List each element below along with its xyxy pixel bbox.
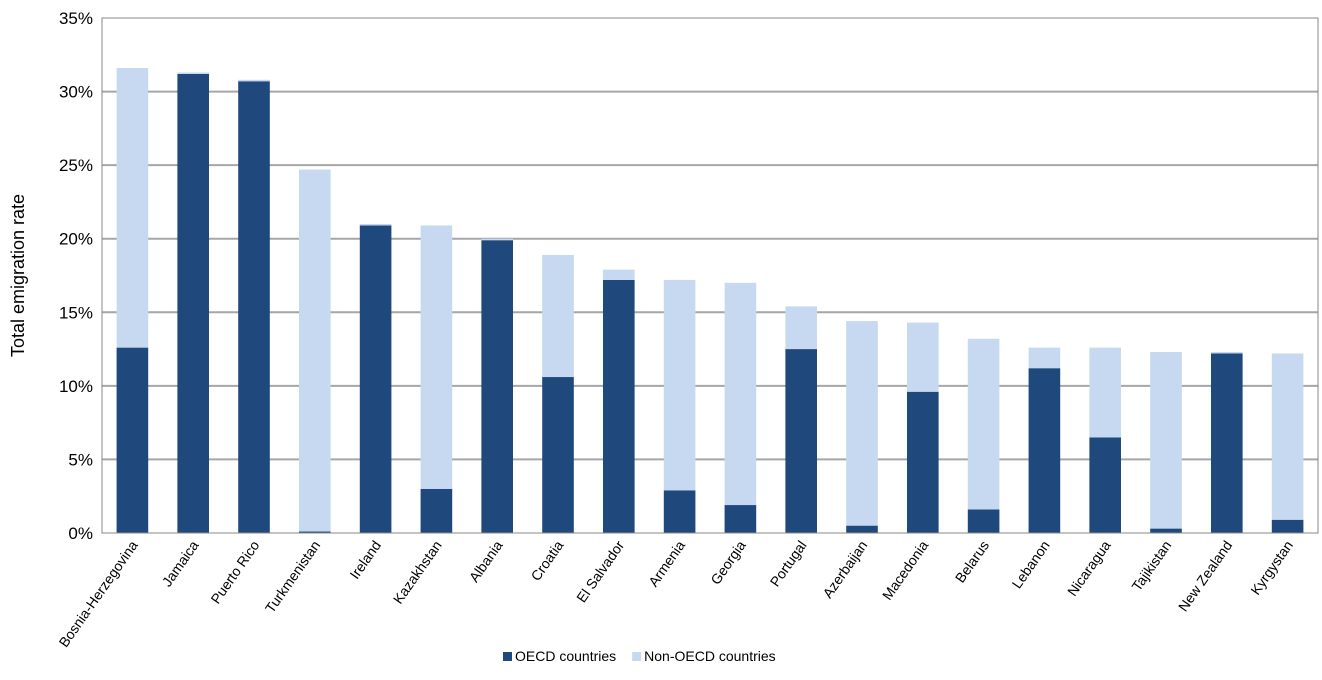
x-category-label: Georgia <box>707 537 749 587</box>
y-tick-label: 15% <box>59 303 93 322</box>
bar-segment-oecd <box>177 73 210 534</box>
legend-label: Non-OECD countries <box>644 648 776 664</box>
bar-segment-oecd <box>420 488 453 533</box>
bar-segment-oecd <box>1028 368 1061 533</box>
x-category-label: El Salvador <box>573 537 627 605</box>
bar-segment-non-oecd <box>177 72 210 74</box>
x-category-label: Jamaica <box>159 537 202 589</box>
bar-segment-oecd <box>1089 437 1122 533</box>
x-category-label: Albania <box>466 537 506 585</box>
bar-segment-oecd <box>906 391 939 533</box>
x-category-label: Ireland <box>346 538 384 582</box>
bar-segment-oecd <box>967 509 1000 533</box>
bar-segment-non-oecd <box>420 225 453 489</box>
x-category-label: Croatia <box>527 537 566 583</box>
bar-segment-non-oecd <box>238 79 270 82</box>
plot-area-border <box>101 17 1319 534</box>
bar-segment-non-oecd <box>116 68 149 348</box>
bar-segment-oecd <box>663 490 696 533</box>
bar-segment-oecd <box>116 347 149 533</box>
bar-segment-non-oecd <box>1028 347 1061 369</box>
bar-segment-non-oecd <box>846 321 878 526</box>
bar-segment-non-oecd <box>1089 347 1122 438</box>
x-category-label: Turkmenistan <box>262 538 323 616</box>
bar-segment-oecd <box>481 240 514 533</box>
y-axis-title: Total emigration rate <box>8 194 28 357</box>
bar-segment-non-oecd <box>663 279 696 491</box>
x-category-label: Puerto Rico <box>207 537 262 606</box>
bar-segment-non-oecd <box>1150 352 1182 529</box>
bar-segment-non-oecd <box>542 254 574 378</box>
x-category-label: Belarus <box>952 538 992 586</box>
x-category-label: New Zealand <box>1175 538 1235 615</box>
y-axis-ticks: 0% 5% 10% 15% 20% 25% 30% 35% <box>59 9 93 543</box>
bar-segment-non-oecd <box>1271 353 1304 520</box>
bar-segment-non-oecd <box>785 306 818 350</box>
bar-segment-oecd <box>1210 353 1243 533</box>
bar-segment-oecd <box>1150 528 1182 533</box>
y-tick-label: 5% <box>68 450 93 469</box>
y-tick-label: 35% <box>59 9 93 28</box>
y-tick-label: 0% <box>68 524 93 543</box>
bar-segment-oecd <box>238 81 270 534</box>
bars <box>116 68 1304 534</box>
legend: OECD countries Non-OECD countries <box>503 648 776 664</box>
bar-segment-non-oecd <box>1210 352 1243 354</box>
bar-segment-non-oecd <box>481 238 514 241</box>
x-category-label: Nicaragua <box>1064 537 1114 599</box>
x-category-label: Armenia <box>645 537 688 589</box>
bar-segment-oecd <box>785 349 818 533</box>
bar-segment-non-oecd <box>359 224 392 226</box>
bar-segment-oecd <box>298 531 331 533</box>
x-category-label: Macedonia <box>879 537 932 602</box>
bar-segment-non-oecd <box>906 322 939 392</box>
x-axis-category-labels: Bosnia-Herzegovina Jamaica Puerto Rico Turk… <box>55 537 1296 650</box>
x-category-label: Bosnia-Herzegovina <box>55 537 141 650</box>
x-category-label: Lebanon <box>1008 538 1052 592</box>
legend-swatch <box>503 652 512 661</box>
y-tick-label: 25% <box>59 156 93 175</box>
bar-segment-oecd <box>542 377 574 533</box>
y-tick-label: 20% <box>59 230 93 249</box>
bar-segment-oecd <box>1271 519 1304 533</box>
bar-segment-non-oecd <box>602 269 635 280</box>
bar-segment-non-oecd <box>967 338 1000 510</box>
bar-segment-oecd <box>724 505 757 533</box>
bar-segment-non-oecd <box>298 169 331 532</box>
x-category-label: Kazakhstan <box>390 538 445 607</box>
bar-segment-oecd <box>846 525 878 533</box>
bar-segment-oecd <box>602 279 635 533</box>
bar-segment-non-oecd <box>724 282 757 506</box>
x-category-label: Kyrgystan <box>1247 538 1296 598</box>
x-category-label: Azerbaijan <box>819 538 870 601</box>
legend-label: OECD countries <box>515 648 616 664</box>
bar-segment-oecd <box>359 225 392 533</box>
legend-swatch <box>632 652 642 661</box>
x-category-label: Portugal <box>767 538 810 590</box>
gridlines <box>102 90 1318 461</box>
x-category-label: Tajikistan <box>1128 538 1174 594</box>
y-tick-label: 30% <box>59 83 93 102</box>
y-tick-label: 10% <box>59 377 93 396</box>
